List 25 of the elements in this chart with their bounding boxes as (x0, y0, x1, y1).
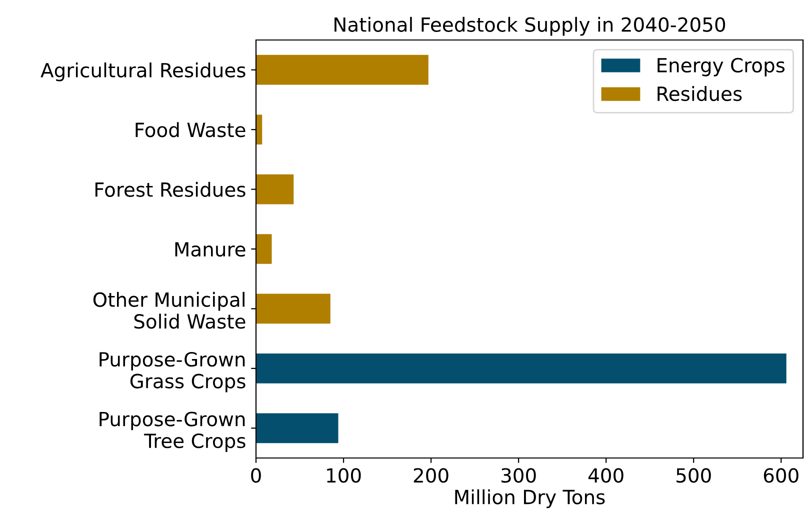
y-tick-label: Forest Residues (95, 182, 246, 197)
y-tick-label: Manure (175, 242, 246, 257)
bar (256, 114, 262, 144)
x-tick-label: 0 (251, 468, 261, 483)
x-tick-label: 100 (327, 468, 361, 483)
y-tick-label: Food Waste (136, 122, 246, 138)
bar (256, 174, 294, 204)
bar (256, 54, 428, 85)
legend-label: Residues (658, 86, 742, 102)
bar (256, 354, 786, 384)
x-tick-label: 400 (588, 468, 624, 483)
legend-label: Energy Crops (658, 58, 785, 76)
x-tick-label: 500 (676, 468, 711, 483)
y-tick-label: Purpose-Grown Tree Crops (100, 412, 246, 452)
y-tick-label: Agricultural Residues (40, 62, 246, 82)
x-axis-title: Million Dry Tons (455, 489, 605, 508)
x-tick-label: 200 (414, 468, 448, 483)
y-tick-label: Purpose-Grown Grass Crops (100, 352, 246, 392)
bar (256, 294, 330, 324)
x-tick-label: 600 (764, 468, 798, 483)
chart-title: National Feedstock Supply in 2040-2050 (334, 16, 726, 36)
x-tick-label: 300 (501, 468, 536, 483)
bar (256, 234, 272, 264)
bar (256, 413, 338, 444)
y-tick-label: Other Municipal Solid Waste (93, 292, 246, 329)
